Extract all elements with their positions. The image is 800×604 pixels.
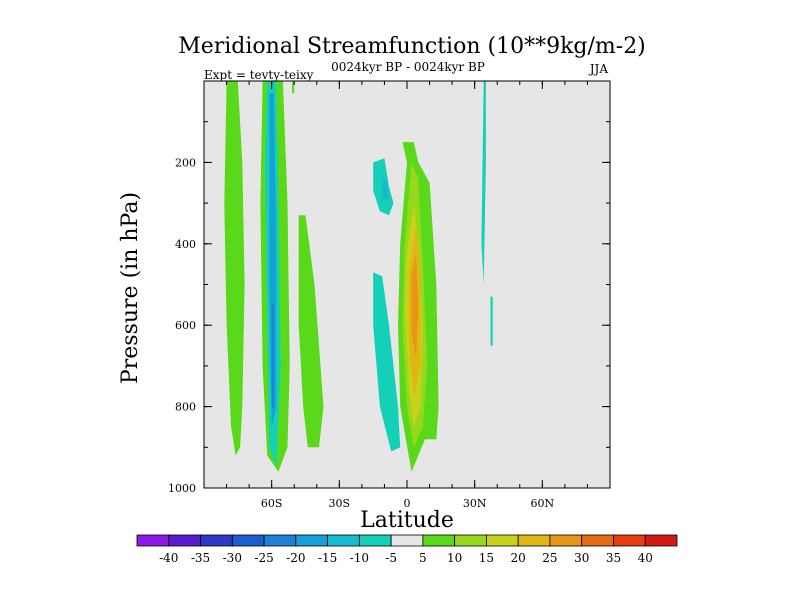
colorbar-box [549,534,583,547]
colorbar-box [390,534,424,547]
colorbar-label: 15 [479,551,494,565]
colorbar-label: 30 [574,551,589,565]
colorbar-label: 40 [638,551,653,565]
axis-ticks: 60S 30S 0 30N 60N 200 400 600 800 1000 [168,81,610,510]
colorbar-box [168,534,201,547]
contour-region-15 [481,81,486,285]
colorbar-label: 20 [511,551,526,565]
y-tick-label: 1000 [168,482,196,495]
colorbar-label: -40 [159,551,178,565]
colorbar-box [454,534,487,547]
contour-region-14 [411,251,419,358]
colorbar-box [231,534,265,547]
colorbar-box [613,534,646,547]
colorbar-box [136,534,170,547]
colorbar-label: -5 [385,551,397,565]
contour-region-9 [373,272,401,452]
contour-regions [224,81,493,472]
contour-region-0 [224,81,245,456]
x-tick-label: 30S [329,497,351,510]
colorbar-label: 25 [542,551,557,565]
x-tick-label: 60S [261,497,283,510]
contour-region-16 [490,296,493,346]
colorbar-label: -30 [223,551,242,565]
chart-subtitle-left: Expt = tevty-teixy [204,68,314,82]
x-tick-label: 30N [463,497,487,510]
colorbar-label: -35 [191,551,210,565]
y-tick-label: 600 [175,319,196,332]
colorbar-label: -15 [318,551,337,565]
colorbar-box [644,534,678,547]
y-tick-label: 800 [175,401,196,414]
colorbar-box [358,534,392,547]
colorbar-label: 35 [606,551,621,565]
contour-region-6 [298,215,324,448]
colorbar-box [200,534,233,547]
colorbar-box [517,534,551,547]
x-tick-label: 0 [404,497,411,510]
y-tick-label: 200 [175,156,196,169]
colorbar-label: 10 [447,551,462,565]
contour-region-4 [271,304,274,407]
colorbar-box [295,534,328,547]
contour-region-5 [292,81,295,94]
colorbar-label: -20 [286,551,305,565]
chart-subtitle-right: JJA [588,62,609,76]
colorbar-label: -25 [254,551,273,565]
colorbar-label: 5 [419,551,427,565]
colorbar-box [327,534,360,547]
x-tick-label: 60N [531,497,555,510]
colorbar-box [422,534,456,547]
y-axis-label: Pressure (in hPa) [118,192,143,384]
colorbar-box [581,534,614,547]
chart-title: Meridional Streamfunction (10**9kg/m-2) [178,34,646,59]
colorbar-label: -10 [350,551,369,565]
colorbar-box [263,534,297,547]
colorbar-box [486,534,519,547]
x-axis-label: Latitude [360,508,454,533]
plot-frame [203,80,611,489]
y-tick-label: 400 [175,238,196,251]
contour-region-8 [382,178,389,199]
chart-subtitle-center: 0024kyr BP - 0024kyr BP [331,60,485,74]
colorbar: -40 -35 -30 -25 -20 -15 -10 -5 5 10 15 20 25 30 35 40 [136,534,678,565]
contour-region-3 [269,93,277,427]
